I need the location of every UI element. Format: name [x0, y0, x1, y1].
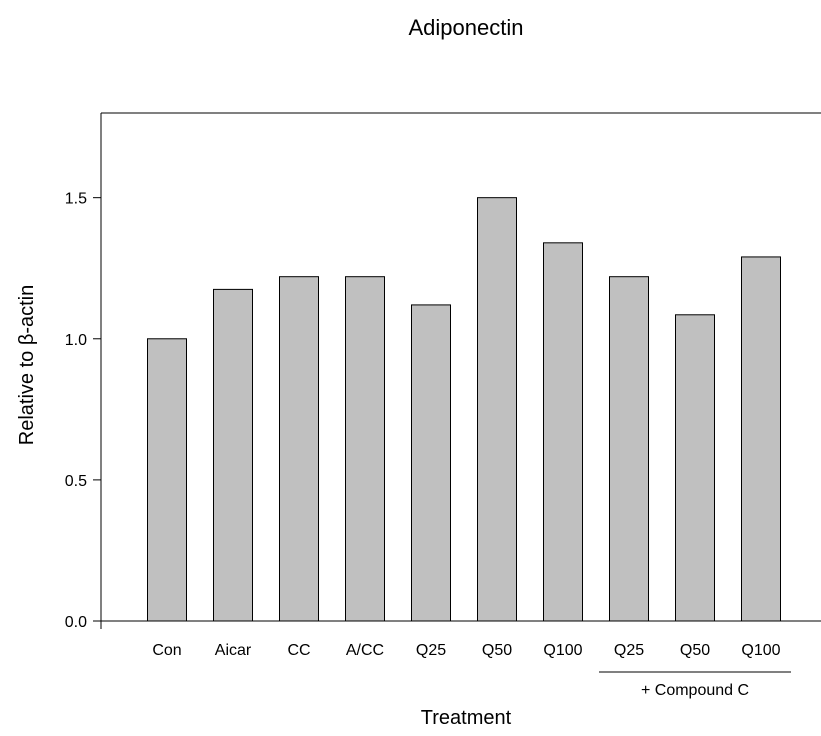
y-axis-label: Relative to β-actin — [16, 285, 38, 445]
y-tick-label: 0.5 — [65, 473, 87, 490]
x-tick-label: Q50 — [482, 642, 512, 659]
compound-c-group: + Compound C — [599, 671, 791, 699]
x-tick-label: Con — [152, 642, 181, 659]
x-tick-label: Q50 — [680, 642, 710, 659]
y-axis-ticks: 0.0 0.5 1.0 1.5 — [65, 191, 101, 631]
bar — [741, 256, 781, 622]
bar — [279, 276, 319, 622]
x-tick-label: Aicar — [215, 642, 252, 659]
bar — [543, 242, 583, 622]
bar — [609, 276, 649, 622]
bars — [147, 197, 781, 622]
x-tick-label: Q25 — [614, 642, 644, 659]
y-tick-label: 0.0 — [65, 614, 87, 631]
x-axis-label: Treatment — [421, 707, 512, 729]
y-tick-label: 1.5 — [65, 191, 87, 208]
bar — [675, 314, 715, 622]
bar — [345, 276, 385, 622]
bar — [477, 197, 517, 622]
bar — [213, 288, 253, 622]
x-axis-ticks: Con Aicar CC A/CC Q25 Q50 Q100 Q25 Q50 Q100 — [152, 642, 780, 659]
x-tick-label: A/CC — [346, 642, 384, 659]
chart-title: Adiponectin — [409, 15, 524, 40]
x-tick-label: Q100 — [543, 642, 582, 659]
bar — [147, 338, 187, 622]
x-tick-label: Q100 — [741, 642, 780, 659]
x-tick-label: CC — [287, 642, 310, 659]
group-label: + Compound C — [641, 682, 749, 699]
y-tick-label: 1.0 — [65, 332, 87, 349]
bar — [411, 304, 451, 622]
x-tick-label: Q25 — [416, 642, 446, 659]
